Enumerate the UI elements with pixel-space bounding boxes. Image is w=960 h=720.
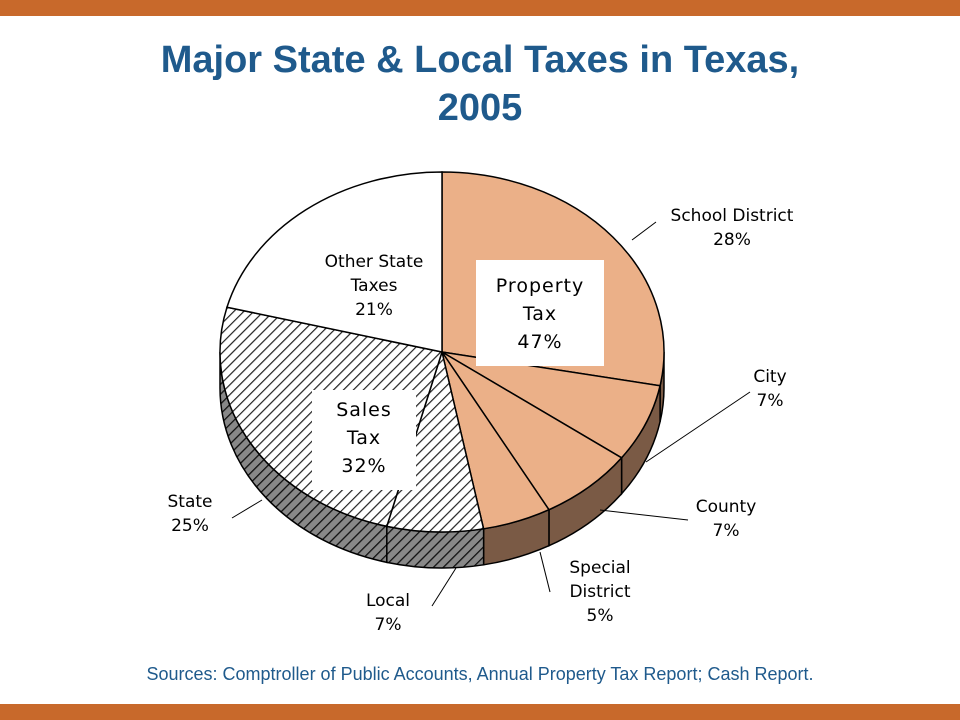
slice-label-local: Local 7%	[366, 591, 410, 635]
leader-line-city	[645, 391, 751, 463]
slice-label-text: City	[753, 367, 786, 387]
slice-label-text: District	[569, 582, 630, 602]
slice-value-local: 7%	[375, 615, 402, 635]
slice-label-city: City 7%	[753, 367, 786, 411]
slice-label-text: State	[168, 492, 213, 512]
slice-label-state: State 25%	[168, 492, 213, 536]
title-line-2: 2005	[437, 87, 523, 129]
group-box-sales: Sales Tax 32%	[312, 390, 416, 490]
slice-label-text: County	[696, 497, 757, 517]
title-line-1: Major State & Local Taxes in Texas,	[160, 39, 800, 81]
slice-label-other-state-taxes: Other State Taxes 21%	[325, 252, 424, 320]
group-label-property-line1: Property	[496, 275, 584, 297]
slice-value-city: 7%	[757, 391, 784, 411]
bottom-accent-bar	[0, 704, 960, 720]
slice-other-state-taxes	[226, 171, 443, 353]
slice-label-text: Taxes	[350, 276, 398, 296]
group-label-property-line2: Tax	[522, 303, 557, 325]
group-label-sales-line2: Tax	[346, 427, 381, 449]
slice-label-text: Special	[569, 558, 630, 578]
leader-line-local	[431, 567, 457, 607]
slice-label-text: School District	[671, 206, 794, 226]
group-label-sales-line1: Sales	[336, 399, 392, 421]
slice-value-special-district: 5%	[587, 606, 614, 626]
pie-sides	[219, 351, 665, 569]
slice-label-county: County 7%	[696, 497, 757, 541]
leader-line-state	[231, 499, 263, 519]
top-accent-bar	[0, 0, 960, 16]
slice-labels: School District 28% City 7% County 7% Special D…	[168, 206, 794, 635]
group-box-property: Property Tax 47%	[476, 260, 604, 366]
slice-value-other-state-taxes: 21%	[355, 300, 393, 320]
slice-value-county: 7%	[713, 521, 740, 541]
source-note: Sources: Comptroller of Public Accounts,…	[146, 664, 814, 684]
slice-value-state: 25%	[171, 516, 209, 536]
leader-line-school-district	[631, 221, 657, 241]
slice-label-school-district: School District 28%	[671, 206, 794, 250]
group-value-sales: 32%	[341, 455, 386, 477]
slice-label-special-district: Special District 5%	[569, 558, 630, 626]
group-value-property: 47%	[517, 331, 562, 353]
leader-line-special-district	[539, 551, 551, 593]
leader-lines	[231, 221, 751, 607]
slice-label-text: Local	[366, 591, 410, 611]
slice-value-school-district: 28%	[713, 230, 751, 250]
page-title: Major State & Local Taxes in Texas, 2005	[80, 36, 880, 132]
slice-label-text: Other State	[325, 252, 424, 272]
leader-line-county	[599, 509, 689, 521]
